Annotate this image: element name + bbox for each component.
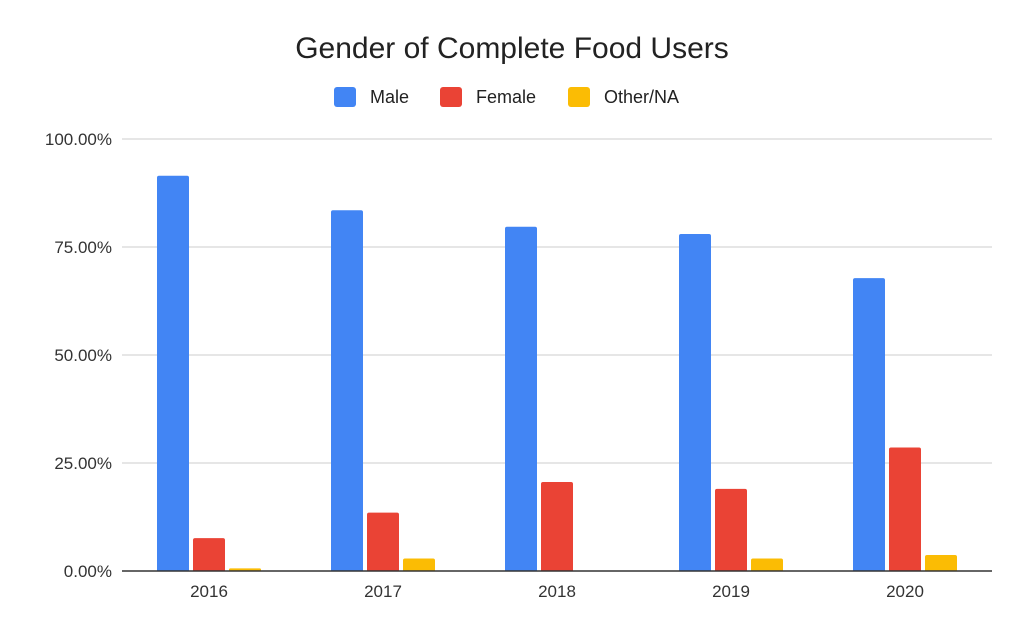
bar-female-2016	[193, 538, 225, 571]
y-tick-label: 0.00%	[64, 562, 112, 581]
x-tick-label: 2016	[190, 582, 228, 601]
y-tick-label: 50.00%	[54, 346, 112, 365]
bar-male-2018	[505, 226, 537, 572]
bar-male-2020	[853, 278, 885, 571]
bar-male-2017	[331, 210, 363, 571]
legend-swatch-other-na	[568, 87, 590, 107]
y-tick-label: 25.00%	[54, 454, 112, 473]
grid-lines	[122, 138, 992, 464]
legend-swatch-male	[334, 87, 356, 107]
bar-female-2019	[715, 488, 747, 571]
legend-label-female: Female	[476, 87, 536, 107]
x-tick-label: 2020	[886, 582, 924, 601]
bar-other-na-2019	[751, 558, 783, 571]
x-tick-label: 2019	[712, 582, 750, 601]
y-tick-label: 75.00%	[54, 238, 112, 257]
bar-male-2016	[157, 175, 189, 571]
bar-female-2020	[889, 447, 921, 571]
y-axis-ticks: 0.00% 25.00% 50.00% 75.00% 100.00%	[45, 130, 112, 581]
chart-legend: Male Female Other/NA	[334, 87, 679, 107]
legend-label-other-na: Other/NA	[604, 87, 679, 107]
legend-label-male: Male	[370, 87, 409, 107]
bar-female-2018	[541, 482, 573, 571]
bar-female-2017	[367, 512, 399, 571]
x-tick-label: 2017	[364, 582, 402, 601]
y-tick-label: 100.00%	[45, 130, 112, 149]
legend-swatch-female	[440, 87, 462, 107]
bars-group	[157, 175, 957, 572]
chart-title: Gender of Complete Food Users	[295, 32, 729, 65]
bar-other-na-2020	[925, 555, 957, 571]
x-tick-label: 2018	[538, 582, 576, 601]
bar-other-na-2017	[403, 558, 435, 571]
bar-male-2019	[679, 234, 711, 572]
x-axis-ticks: 2016 2017 2018 2019 2020	[190, 582, 924, 601]
